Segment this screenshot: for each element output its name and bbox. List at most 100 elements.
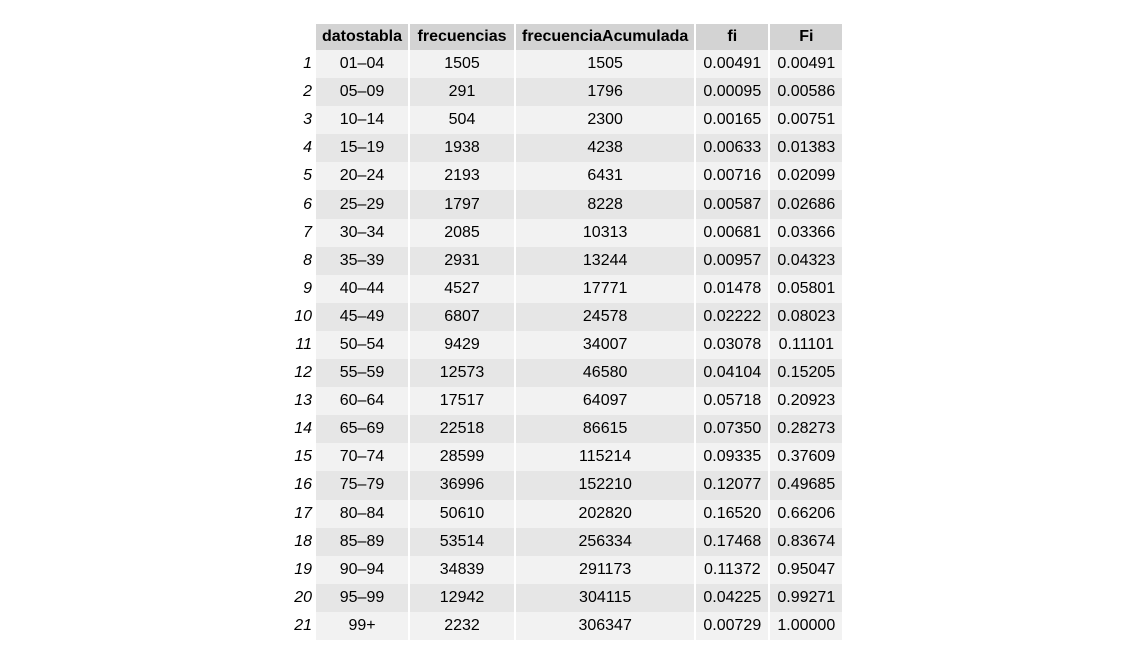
cell-fi: 0.07350 (696, 415, 769, 444)
cell-frecuencias: 12573 (410, 359, 515, 388)
row-index: 12 (294, 364, 312, 382)
cell-frecuencias: 2232 (410, 611, 515, 640)
cell-Fi: 0.02686 (770, 190, 843, 219)
cell-datostabla: 20–24 (316, 162, 409, 191)
cell-datostabla: 15–19 (316, 134, 409, 163)
cell-frecuencias: 50610 (410, 499, 515, 528)
cell-frecuencias: 12942 (410, 583, 515, 612)
cell-frecuencias: 2085 (410, 218, 515, 247)
cell-fi: 0.00729 (696, 611, 769, 640)
cell-frecuencias: 1938 (410, 134, 515, 163)
cell-datostabla: 10–14 (316, 106, 409, 135)
table-row: 20 95–99 12942 304115 0.04225 0.99271 (288, 583, 843, 612)
cell-datostabla: 99+ (316, 611, 409, 640)
cell-fi: 0.17468 (696, 527, 769, 556)
cell-frecuencias: 1797 (410, 190, 515, 219)
cell-Fi: 0.11101 (770, 330, 843, 360)
table-row: 2 05–09 291 1796 0.00095 0.00586 (288, 78, 843, 107)
row-index: 8 (303, 251, 312, 269)
cell-Fi: 0.37609 (770, 443, 843, 472)
cell-datostabla: 45–49 (316, 302, 409, 331)
table-row: 9 40–44 4527 17771 0.01478 0.05801 (288, 274, 843, 303)
frequency-table: datostabla frecuencias frecuenciaAcumula… (286, 24, 844, 640)
row-index: 10 (294, 307, 312, 325)
table-row: 10 45–49 6807 24578 0.02222 0.08023 (288, 302, 843, 331)
table-row: 17 80–84 50610 202820 0.16520 0.66206 (288, 499, 843, 528)
table-row: 15 70–74 28599 115214 0.09335 0.37609 (288, 443, 843, 472)
cell-datostabla: 05–09 (316, 78, 409, 107)
table-row: 21 99+ 2232 306347 0.00729 1.00000 (288, 611, 843, 640)
cell-datostabla: 75–79 (316, 471, 409, 500)
cell-datostabla: 35–39 (316, 246, 409, 275)
cell-frecuencia-acumulada: 306347 (516, 611, 695, 640)
cell-Fi: 1.00000 (770, 611, 843, 640)
row-index: 13 (294, 392, 312, 410)
row-index: 14 (294, 420, 312, 438)
cell-datostabla: 70–74 (316, 443, 409, 472)
cell-Fi: 0.00491 (770, 50, 843, 79)
header-frecuencias: frecuencias (410, 24, 515, 50)
cell-frecuencia-acumulada: 24578 (516, 302, 695, 331)
cell-frecuencia-acumulada: 10313 (516, 218, 695, 247)
cell-frecuencia-acumulada: 86615 (516, 415, 695, 444)
cell-frecuencias: 291 (410, 78, 515, 107)
table-row: 3 10–14 504 2300 0.00165 0.00751 (288, 106, 843, 135)
cell-Fi: 0.05801 (770, 274, 843, 303)
row-index: 5 (303, 167, 312, 185)
cell-frecuencias: 504 (410, 106, 515, 135)
cell-fi: 0.04104 (696, 359, 769, 388)
cell-datostabla: 90–94 (316, 555, 409, 584)
cell-frecuencias: 9429 (410, 330, 515, 360)
cell-datostabla: 80–84 (316, 499, 409, 528)
row-index: 7 (303, 223, 312, 241)
cell-fi: 0.11372 (696, 555, 769, 584)
cell-fi: 0.00587 (696, 190, 769, 219)
cell-fi: 0.02222 (696, 302, 769, 331)
cell-frecuencia-acumulada: 6431 (516, 162, 695, 191)
row-index: 9 (303, 279, 312, 297)
cell-fi: 0.00716 (696, 162, 769, 191)
cell-fi: 0.00957 (696, 246, 769, 275)
cell-frecuencia-acumulada: 115214 (516, 443, 695, 472)
table-row: 16 75–79 36996 152210 0.12077 0.49685 (288, 471, 843, 500)
cell-Fi: 0.04323 (770, 246, 843, 275)
table-row: 13 60–64 17517 64097 0.05718 0.20923 (288, 387, 843, 416)
cell-frecuencia-acumulada: 291173 (516, 555, 695, 584)
cell-frecuencias: 6807 (410, 302, 515, 331)
row-index: 15 (294, 448, 312, 466)
cell-datostabla: 65–69 (316, 415, 409, 444)
cell-Fi: 0.28273 (770, 415, 843, 444)
table-row: 8 35–39 2931 13244 0.00957 0.04323 (288, 246, 843, 275)
table-row: 7 30–34 2085 10313 0.00681 0.03366 (288, 218, 843, 247)
cell-Fi: 0.01383 (770, 134, 843, 163)
cell-frecuencia-acumulada: 1505 (516, 50, 695, 79)
header-frecuencia-acumulada: frecuenciaAcumulada (516, 24, 695, 50)
cell-datostabla: 95–99 (316, 583, 409, 612)
cell-fi: 0.00095 (696, 78, 769, 107)
cell-frecuencias: 17517 (410, 387, 515, 416)
cell-frecuencia-acumulada: 64097 (516, 387, 695, 416)
cell-frecuencia-acumulada: 4238 (516, 134, 695, 163)
header-datostabla: datostabla (316, 24, 409, 50)
cell-frecuencias: 1505 (410, 50, 515, 79)
row-index: 19 (294, 560, 312, 578)
cell-frecuencia-acumulada: 17771 (516, 274, 695, 303)
cell-Fi: 0.00586 (770, 78, 843, 107)
cell-fi: 0.00491 (696, 50, 769, 79)
cell-frecuencias: 2931 (410, 246, 515, 275)
cell-fi: 0.12077 (696, 471, 769, 500)
row-index: 17 (294, 504, 312, 522)
cell-fi: 0.00165 (696, 106, 769, 135)
cell-datostabla: 55–59 (316, 359, 409, 388)
cell-fi: 0.03078 (696, 330, 769, 360)
cell-frecuencia-acumulada: 202820 (516, 499, 695, 528)
table-header: datostabla frecuencias frecuenciaAcumula… (288, 24, 843, 50)
cell-fi: 0.01478 (696, 274, 769, 303)
header-fi: fi (696, 24, 769, 50)
table-row: 19 90–94 34839 291173 0.11372 0.95047 (288, 555, 843, 584)
cell-frecuencia-acumulada: 46580 (516, 359, 695, 388)
row-index: 20 (294, 588, 312, 606)
cell-frecuencia-acumulada: 256334 (516, 527, 695, 556)
cell-Fi: 0.20923 (770, 387, 843, 416)
cell-datostabla: 01–04 (316, 50, 409, 79)
